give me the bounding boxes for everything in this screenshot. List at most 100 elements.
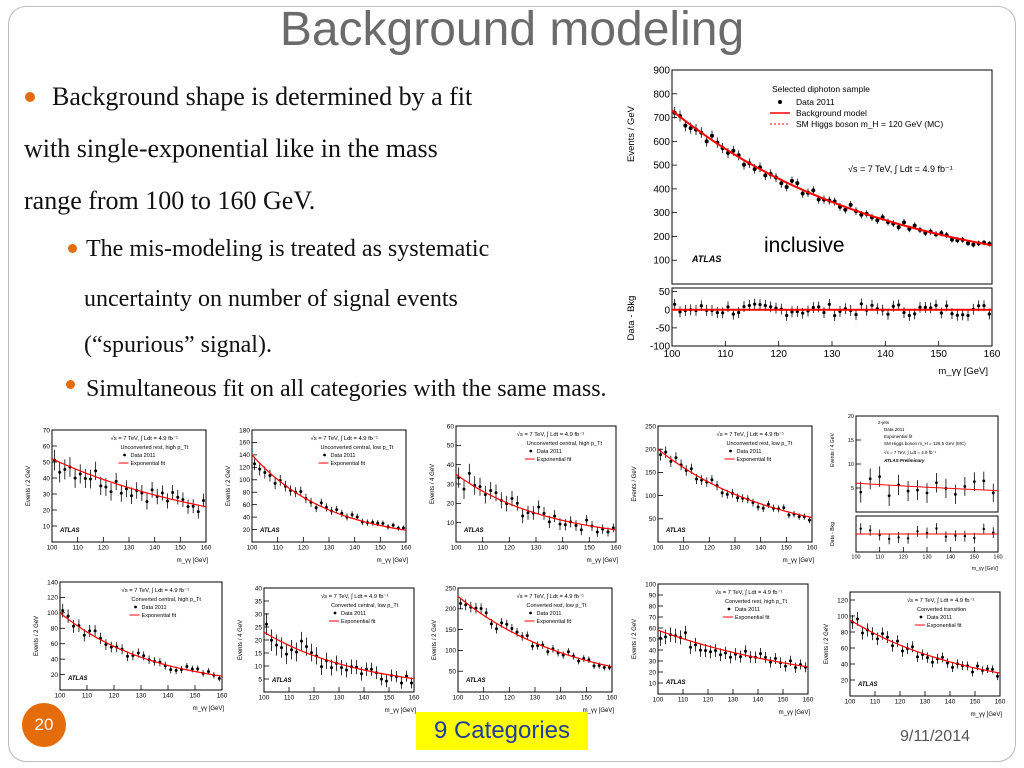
x-tick-label: 140 — [946, 555, 955, 561]
x-tick-label: 100 — [451, 545, 462, 552]
data-point — [961, 313, 965, 317]
x-tick-label: 150 — [970, 699, 981, 706]
x-tick-label: 110 — [477, 545, 488, 552]
category-plot: 10 20 30 40 50 60 70 100 110 120 130 140 150 160 √s = … — [22, 424, 212, 564]
legend-entry: Data 2011 — [341, 611, 366, 617]
data-point — [510, 627, 514, 631]
data-point — [553, 514, 557, 518]
data-point — [752, 166, 757, 171]
x-tick-label: 120 — [504, 545, 515, 552]
y-tick-label: 60 — [447, 423, 455, 430]
data-point — [370, 667, 373, 671]
data-point — [537, 505, 541, 509]
data-point — [299, 489, 303, 493]
category-plot: 10 20 30 40 50 60 70 80 90 100 100 110 120 130 140 150 1… — [628, 578, 814, 716]
data-point — [683, 123, 688, 128]
x-tick-label: 100 — [259, 695, 270, 702]
data-point — [785, 313, 789, 318]
legend-entry: SM Higgs boson m_H = 126.5 GeV (MC) — [884, 441, 966, 446]
data-point — [790, 310, 794, 314]
y-tick-label: 150 — [445, 627, 456, 634]
y-tick-label: 50 — [649, 516, 657, 523]
data-point — [950, 312, 954, 316]
legend-entry: Data 2011 — [927, 615, 952, 621]
data-point — [597, 664, 601, 668]
x-tick-label: 110 — [875, 555, 884, 561]
data-point — [174, 668, 178, 672]
x-tick-label: 100 — [47, 545, 58, 552]
data-point — [724, 651, 727, 655]
data-point — [913, 312, 917, 316]
data-point — [926, 656, 929, 660]
data-point — [489, 622, 493, 626]
y-tick-label: 20 — [848, 414, 854, 420]
y-tick-label: 40 — [43, 475, 51, 482]
data-point — [868, 477, 872, 481]
x-tick-label: 160 — [803, 697, 814, 704]
y-tick-label: 140 — [47, 579, 58, 586]
data-point — [478, 485, 482, 489]
fit-curve — [855, 482, 999, 492]
energy-label: √s = 7 TeV, ∫ Ldt = 4.9 fb⁻¹ — [321, 593, 389, 600]
x-tick-label: 110 — [870, 699, 881, 706]
data-point — [280, 646, 283, 650]
bullet-text: Simultaneous fit on all categories with … — [86, 376, 607, 402]
data-point — [119, 491, 123, 495]
data-point — [966, 313, 970, 318]
data-point — [931, 660, 934, 664]
data-point — [410, 681, 413, 685]
y-tick-label: 700 — [653, 113, 670, 124]
legend-entry: Exponential fit — [735, 615, 770, 621]
experiment-label: ATLAS — [665, 680, 686, 686]
x-tick-label: 110 — [82, 693, 93, 700]
data-point — [124, 487, 128, 491]
data-point — [611, 526, 615, 530]
y-tick-label: 300 — [653, 208, 670, 219]
x-tick-label: 110 — [678, 697, 689, 704]
x-tick-label: 120 — [770, 349, 787, 360]
y-tick-label: 80 — [243, 489, 251, 496]
data-point — [185, 665, 189, 669]
data-point — [886, 312, 890, 316]
data-point — [954, 534, 957, 537]
plot-frame — [671, 69, 993, 285]
data-point — [729, 655, 732, 659]
data-point — [902, 310, 906, 315]
x-tick-label: 140 — [753, 697, 764, 704]
legend-marker — [529, 449, 533, 453]
y-tick-label: 200 — [445, 606, 456, 613]
x-tick-label: 100 — [851, 555, 860, 561]
data-point — [350, 513, 354, 517]
data-point — [196, 667, 200, 671]
data-point — [976, 664, 979, 668]
data-point — [169, 668, 173, 672]
legend-entry: Data 2011 — [737, 449, 762, 455]
x-tick-label: 120 — [895, 699, 906, 706]
y-tick-label: 100 — [239, 477, 250, 484]
x-axis-label: m_γγ [GeV] — [938, 366, 988, 377]
data-point — [761, 506, 765, 510]
data-point — [954, 492, 957, 496]
data-point — [391, 523, 395, 527]
data-point — [505, 622, 509, 626]
data-point — [971, 670, 974, 674]
data-point — [916, 530, 919, 533]
energy-label: √s = 7 TeV, ∫ Ldt = 4.9 fb⁻¹ — [122, 587, 190, 594]
data-point — [891, 644, 894, 648]
data-point — [381, 522, 385, 526]
data-point — [558, 522, 562, 526]
x-tick-label: 130 — [136, 693, 147, 700]
data-point — [270, 638, 273, 642]
x-tick-label: 150 — [584, 545, 595, 552]
data-point — [726, 305, 730, 309]
data-point — [870, 303, 874, 307]
x-tick-label: 140 — [349, 545, 360, 552]
legend-title: Selected diphoton sample — [772, 84, 870, 94]
x-tick-label: 110 — [272, 545, 283, 552]
y-tick-label: 50 — [649, 636, 657, 643]
data-point — [758, 303, 762, 307]
legend-entry: Exponential fit — [131, 461, 166, 467]
data-point — [345, 668, 348, 672]
data-point — [479, 606, 483, 610]
legend-entry: Exponential fit — [142, 613, 177, 619]
